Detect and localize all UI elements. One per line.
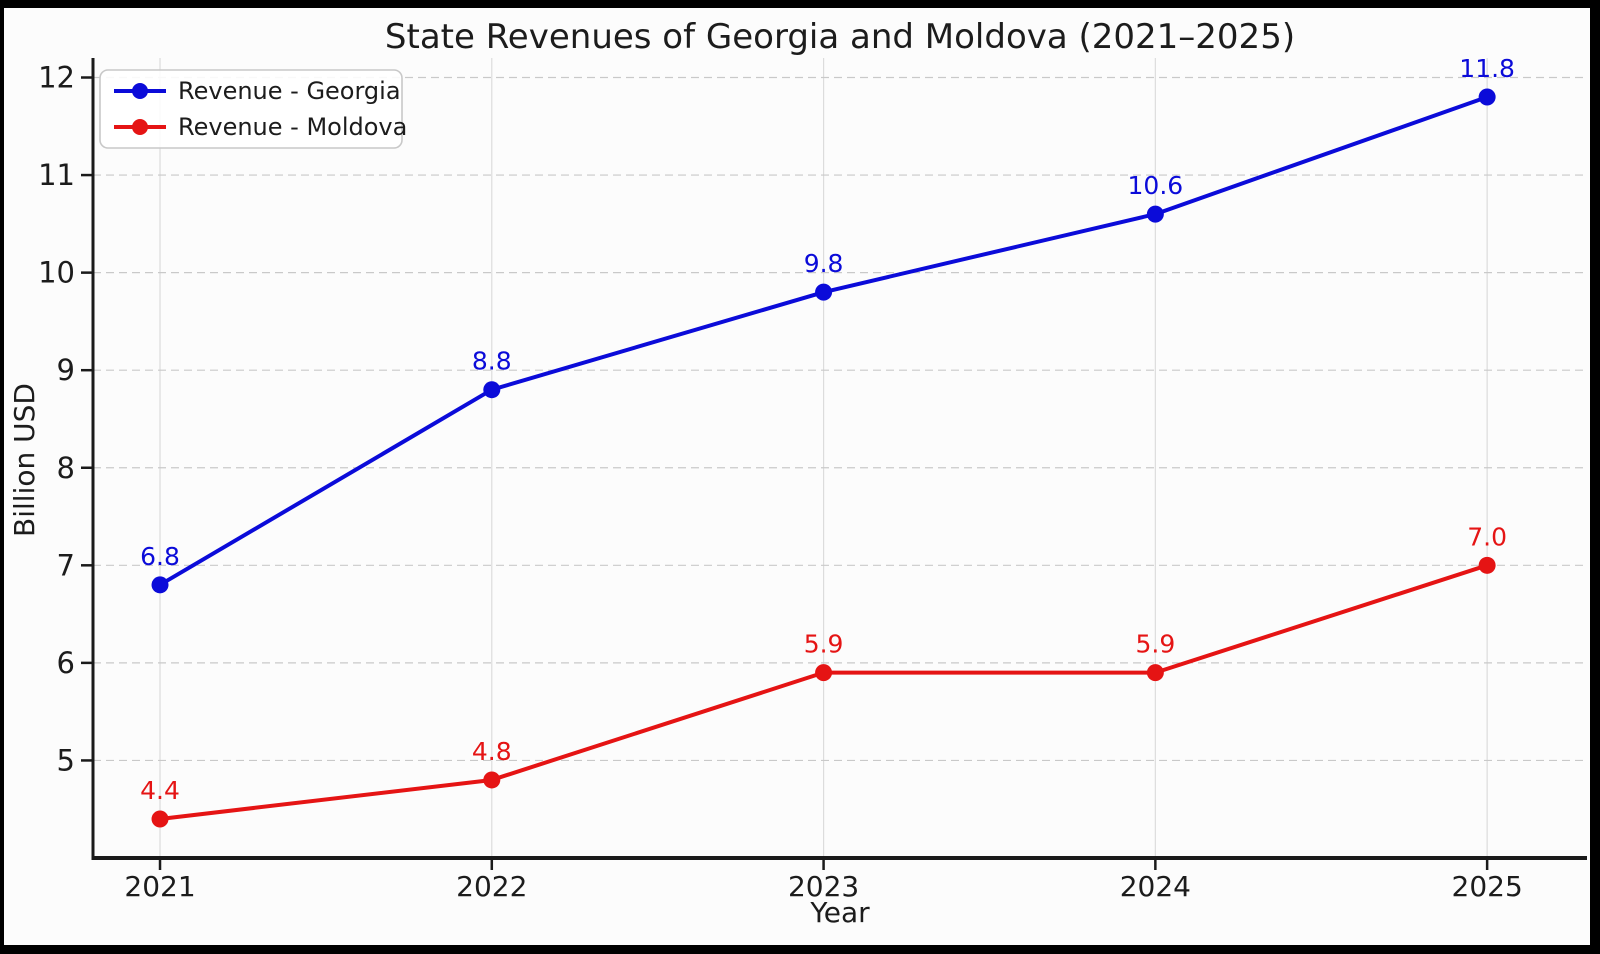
legend-label: Revenue - Georgia [178,77,401,105]
chart-background [4,8,1590,945]
y-tick-label: 5 [57,743,75,777]
x-axis-label: Year [809,896,870,929]
data-point-marker-revenue-georgia [1146,205,1164,223]
y-tick-label: 12 [38,61,75,95]
y-tick-label: 11 [38,158,75,192]
data-point-label-revenue-georgia: 10.6 [1128,171,1184,200]
data-point-label-revenue-moldova: 7.0 [1467,522,1507,551]
y-tick-label: 8 [57,451,75,485]
data-point-label-revenue-moldova: 5.9 [1135,630,1175,659]
x-tick-label: 2025 [1452,870,1523,903]
y-tick-label: 9 [57,353,75,387]
data-point-marker-revenue-moldova [815,664,833,682]
legend-box [99,69,403,149]
data-point-marker-revenue-moldova [151,810,169,828]
y-tick-label: 6 [57,646,75,680]
data-point-label-revenue-georgia: 8.8 [472,347,512,376]
data-point-label-revenue-moldova: 4.8 [472,737,512,766]
data-point-marker-revenue-georgia [815,283,833,301]
y-tick-label: 7 [57,548,75,582]
data-point-marker-revenue-moldova [483,771,501,789]
data-point-marker-revenue-moldova [1146,664,1164,682]
data-point-label-revenue-georgia: 6.8 [140,542,180,571]
data-point-marker-revenue-georgia [483,381,501,399]
data-point-marker-revenue-moldova [1478,556,1496,574]
data-point-label-revenue-moldova: 4.4 [140,776,180,805]
data-point-label-revenue-georgia: 11.8 [1459,54,1515,83]
chart-title: State Revenues of Georgia and Moldova (2… [385,17,1295,57]
x-tick-label: 2022 [456,870,527,903]
data-point-marker-revenue-georgia [1478,88,1496,106]
data-point-label-revenue-moldova: 5.9 [804,630,844,659]
x-tick-label: 2024 [1120,870,1191,903]
x-tick-label: 2023 [788,870,859,903]
legend-marker-icon [132,83,148,99]
y-axis-label: Billion USD [8,383,41,537]
x-tick-label: 2021 [124,870,195,903]
y-tick-label: 10 [38,256,75,290]
legend-marker-icon [132,119,148,135]
legend-label: Revenue - Moldova [178,113,407,141]
data-point-marker-revenue-georgia [151,576,169,594]
data-point-label-revenue-georgia: 9.8 [804,249,844,278]
